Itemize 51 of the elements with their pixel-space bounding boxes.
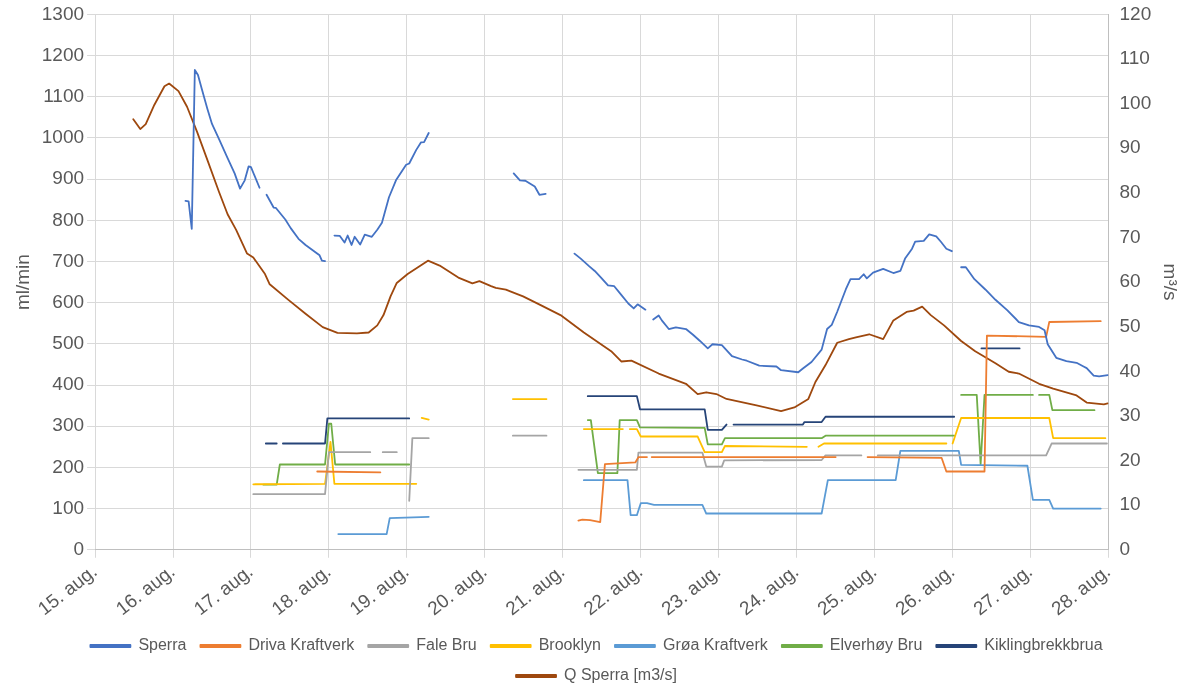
y-tick-label: 700 bbox=[52, 249, 85, 271]
x-tick-label: 25. aug. bbox=[813, 560, 881, 620]
y-tick-label: 500 bbox=[52, 332, 85, 354]
y-tick-label: 100 bbox=[52, 496, 85, 518]
y-tick-label: 800 bbox=[52, 208, 85, 230]
y-tick-label: 1300 bbox=[41, 2, 85, 24]
y2-tick-label: 10 bbox=[1119, 493, 1141, 515]
x-tick-label: 20. aug. bbox=[423, 560, 491, 620]
legend-label: Sperra bbox=[138, 636, 187, 654]
y-tick-label: 1200 bbox=[41, 43, 85, 65]
legend-label: Brooklyn bbox=[538, 636, 601, 654]
y2-tick-label: 40 bbox=[1119, 359, 1141, 381]
y2-tick-label: 120 bbox=[1119, 2, 1152, 24]
x-tick-label: 24. aug. bbox=[735, 560, 803, 620]
x-tick-label: 18. aug. bbox=[267, 560, 335, 620]
x-tick-label: 19. aug. bbox=[345, 560, 413, 620]
y-tick-label: 400 bbox=[52, 373, 85, 395]
y2-tick-label: 90 bbox=[1119, 136, 1141, 158]
x-tick-label: 27. aug. bbox=[969, 560, 1037, 620]
y2-tick-label: 30 bbox=[1119, 404, 1141, 426]
y2-axis-title: m³/s bbox=[1160, 263, 1182, 301]
x-tick-label: 21. aug. bbox=[501, 560, 569, 620]
y-tick-label: 1000 bbox=[41, 126, 85, 148]
y2-tick-label: 100 bbox=[1119, 91, 1152, 113]
y-tick-label: 300 bbox=[52, 414, 85, 436]
legend-label: Driva Kraftverk bbox=[248, 636, 356, 654]
y2-tick-label: 50 bbox=[1119, 314, 1141, 336]
y2-tick-label: 20 bbox=[1119, 448, 1141, 470]
y-tick-label: 900 bbox=[52, 167, 85, 189]
x-tick-label: 15. aug. bbox=[33, 560, 101, 620]
y2-tick-label: 80 bbox=[1119, 181, 1141, 203]
x-tick-label: 23. aug. bbox=[657, 560, 725, 620]
y-tick-label: 600 bbox=[52, 290, 85, 312]
y2-tick-label: 110 bbox=[1119, 47, 1150, 69]
legend-label: Q Sperra [m3/s] bbox=[564, 666, 677, 684]
legend-label: Grøa Kraftverk bbox=[662, 636, 769, 654]
y-axis-title: ml/min bbox=[11, 254, 33, 311]
x-tick-label: 28. aug. bbox=[1047, 560, 1115, 620]
y-tick-label: 1100 bbox=[43, 85, 85, 106]
x-tick-label: 26. aug. bbox=[891, 560, 959, 620]
y-tick-label: 0 bbox=[73, 537, 85, 559]
y-tick-label: 200 bbox=[52, 455, 85, 477]
x-tick-label: 17. aug. bbox=[189, 560, 257, 620]
y2-tick-label: 0 bbox=[1119, 537, 1131, 559]
x-tick-label: 16. aug. bbox=[111, 560, 179, 620]
legend-label: Elverhøy Bru bbox=[829, 636, 923, 654]
y2-tick-label: 60 bbox=[1119, 270, 1141, 292]
legend-label: Kiklingbrekkbrua bbox=[984, 636, 1103, 654]
x-tick-label: 22. aug. bbox=[579, 560, 647, 620]
legend-label: Fale Bru bbox=[416, 636, 477, 654]
y2-tick-label: 70 bbox=[1119, 225, 1141, 247]
